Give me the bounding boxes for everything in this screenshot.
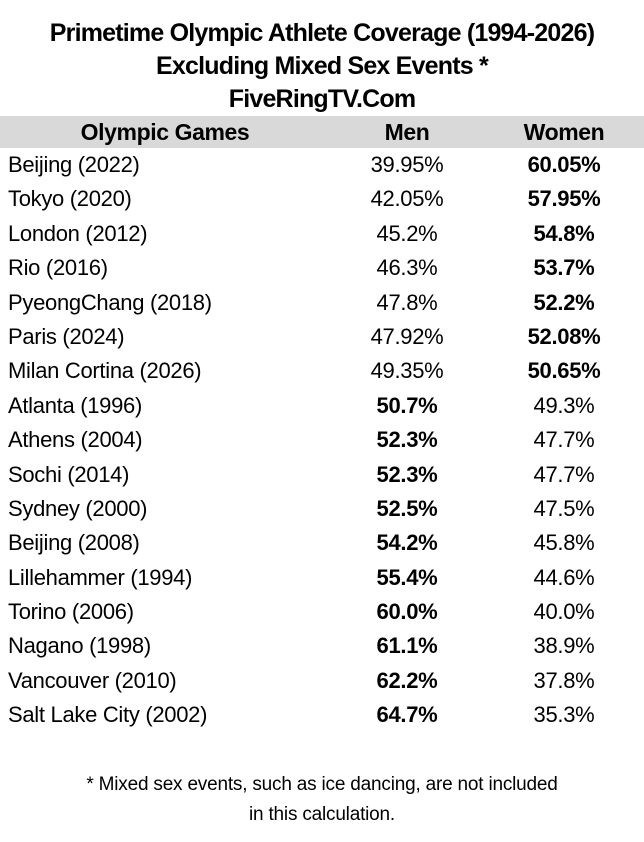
game-cell: Nagano (1998) (8, 633, 151, 659)
women-value-cell: 47.5% (533, 495, 595, 521)
game-cell: Vancouver (2010) (8, 667, 177, 693)
title-line-3: FiveRingTV.Com (228, 85, 416, 113)
game-cell: Salt Lake City (2002) (8, 702, 208, 728)
women-value-cell: 38.9% (533, 633, 595, 659)
game-cell: Milan Cortina (2026) (8, 358, 202, 384)
title-line-2: Excluding Mixed Sex Events * (156, 52, 489, 80)
game-cell: Paris (2024) (8, 323, 125, 349)
table-row: London (2012) 45.2% 54.8% (0, 217, 644, 251)
men-value-cell: 46.3% (376, 255, 438, 281)
column-header-olympic-games: Olympic Games (80, 119, 250, 145)
table-row: Salt Lake City (2002) 64.7% 35.3% (0, 698, 644, 732)
women-value-cell: 47.7% (533, 427, 595, 453)
women-value-cell: 60.05% (527, 152, 601, 177)
table-row: Vancouver (2010) 62.2% 37.8% (0, 664, 644, 698)
table-row: Tokyo (2020) 42.05% 57.95% (0, 182, 644, 216)
women-value-cell: 54.8% (533, 220, 595, 246)
table-row: Sochi (2014) 52.3% 47.7% (0, 458, 644, 492)
game-cell: Lillehammer (1994) (8, 564, 193, 590)
men-value-cell: 39.95% (370, 152, 444, 177)
men-value-cell: 52.3% (376, 461, 438, 487)
men-value-cell: 61.1% (376, 633, 438, 659)
footnote-line-2: in this calculation. (249, 803, 395, 825)
women-value-cell: 53.7% (533, 255, 595, 281)
table-row: Sydney (2000) 52.5% 47.5% (0, 492, 644, 526)
footnote: * Mixed sex events, such as ice dancing,… (0, 770, 644, 830)
men-value-cell: 49.35% (370, 358, 444, 384)
men-value-cell: 55.4% (376, 564, 438, 590)
men-value-cell: 42.05% (370, 186, 444, 212)
page-title: Primetime Olympic Athlete Coverage (1994… (0, 0, 644, 116)
table-header-row: Olympic Games Men Women (0, 116, 644, 148)
game-cell: London (2012) (8, 220, 148, 246)
men-value-cell: 52.5% (376, 495, 438, 521)
women-value-cell: 52.2% (533, 289, 595, 315)
game-cell: Atlanta (1996) (8, 392, 142, 418)
men-value-cell: 54.2% (376, 530, 438, 556)
game-cell: Beijing (2022) (8, 152, 140, 177)
women-value-cell: 40.0% (533, 599, 595, 625)
women-value-cell: 45.8% (533, 530, 595, 556)
men-value-cell: 47.92% (370, 323, 444, 349)
game-cell: Torino (2006) (8, 599, 134, 625)
men-value-cell: 52.3% (376, 427, 438, 453)
game-cell: PyeongChang (2018) (8, 289, 212, 315)
table-row: Milan Cortina (2026) 49.35% 50.65% (0, 354, 644, 388)
game-cell: Sochi (2014) (8, 461, 130, 487)
men-value-cell: 45.2% (376, 220, 438, 246)
game-cell: Sydney (2000) (8, 495, 148, 521)
table-row: Beijing (2008) 54.2% 45.8% (0, 526, 644, 560)
table-row: Nagano (1998) 61.1% 38.9% (0, 629, 644, 663)
table-row: Atlanta (1996) 50.7% 49.3% (0, 389, 644, 423)
men-value-cell: 47.8% (376, 289, 438, 315)
table-row: Paris (2024) 47.92% 52.08% (0, 320, 644, 354)
column-header-men: Men (384, 119, 430, 145)
table-row: Beijing (2022) 39.95% 60.05% (0, 148, 644, 182)
women-value-cell: 49.3% (533, 392, 595, 418)
table-row: Lillehammer (1994) 55.4% 44.6% (0, 561, 644, 595)
column-header-women: Women (523, 119, 605, 145)
women-value-cell: 52.08% (527, 323, 601, 349)
table-row: Athens (2004) 52.3% 47.7% (0, 423, 644, 457)
game-cell: Beijing (2008) (8, 530, 140, 556)
men-value-cell: 64.7% (376, 702, 438, 728)
table-row: PyeongChang (2018) 47.8% 52.2% (0, 286, 644, 320)
men-value-cell: 50.7% (376, 392, 438, 418)
game-cell: Rio (2016) (8, 255, 108, 281)
women-value-cell: 50.65% (527, 358, 601, 384)
men-value-cell: 62.2% (376, 667, 438, 693)
game-cell: Athens (2004) (8, 427, 143, 453)
coverage-table-body: Beijing (2022) 39.95% 60.05% Tokyo (2020) 42… (0, 148, 644, 733)
table-row: Rio (2016) 46.3% 53.7% (0, 251, 644, 285)
women-value-cell: 57.95% (527, 186, 601, 212)
footnote-line-1: * Mixed sex events, such as ice dancing,… (86, 773, 558, 795)
title-line-1: Primetime Olympic Athlete Coverage (1994… (49, 19, 595, 47)
women-value-cell: 37.8% (533, 667, 595, 693)
women-value-cell: 35.3% (533, 702, 595, 728)
men-value-cell: 60.0% (376, 599, 438, 625)
women-value-cell: 47.7% (533, 461, 595, 487)
table-row: Torino (2006) 60.0% 40.0% (0, 595, 644, 629)
game-cell: Tokyo (2020) (8, 186, 132, 212)
women-value-cell: 44.6% (533, 564, 595, 590)
